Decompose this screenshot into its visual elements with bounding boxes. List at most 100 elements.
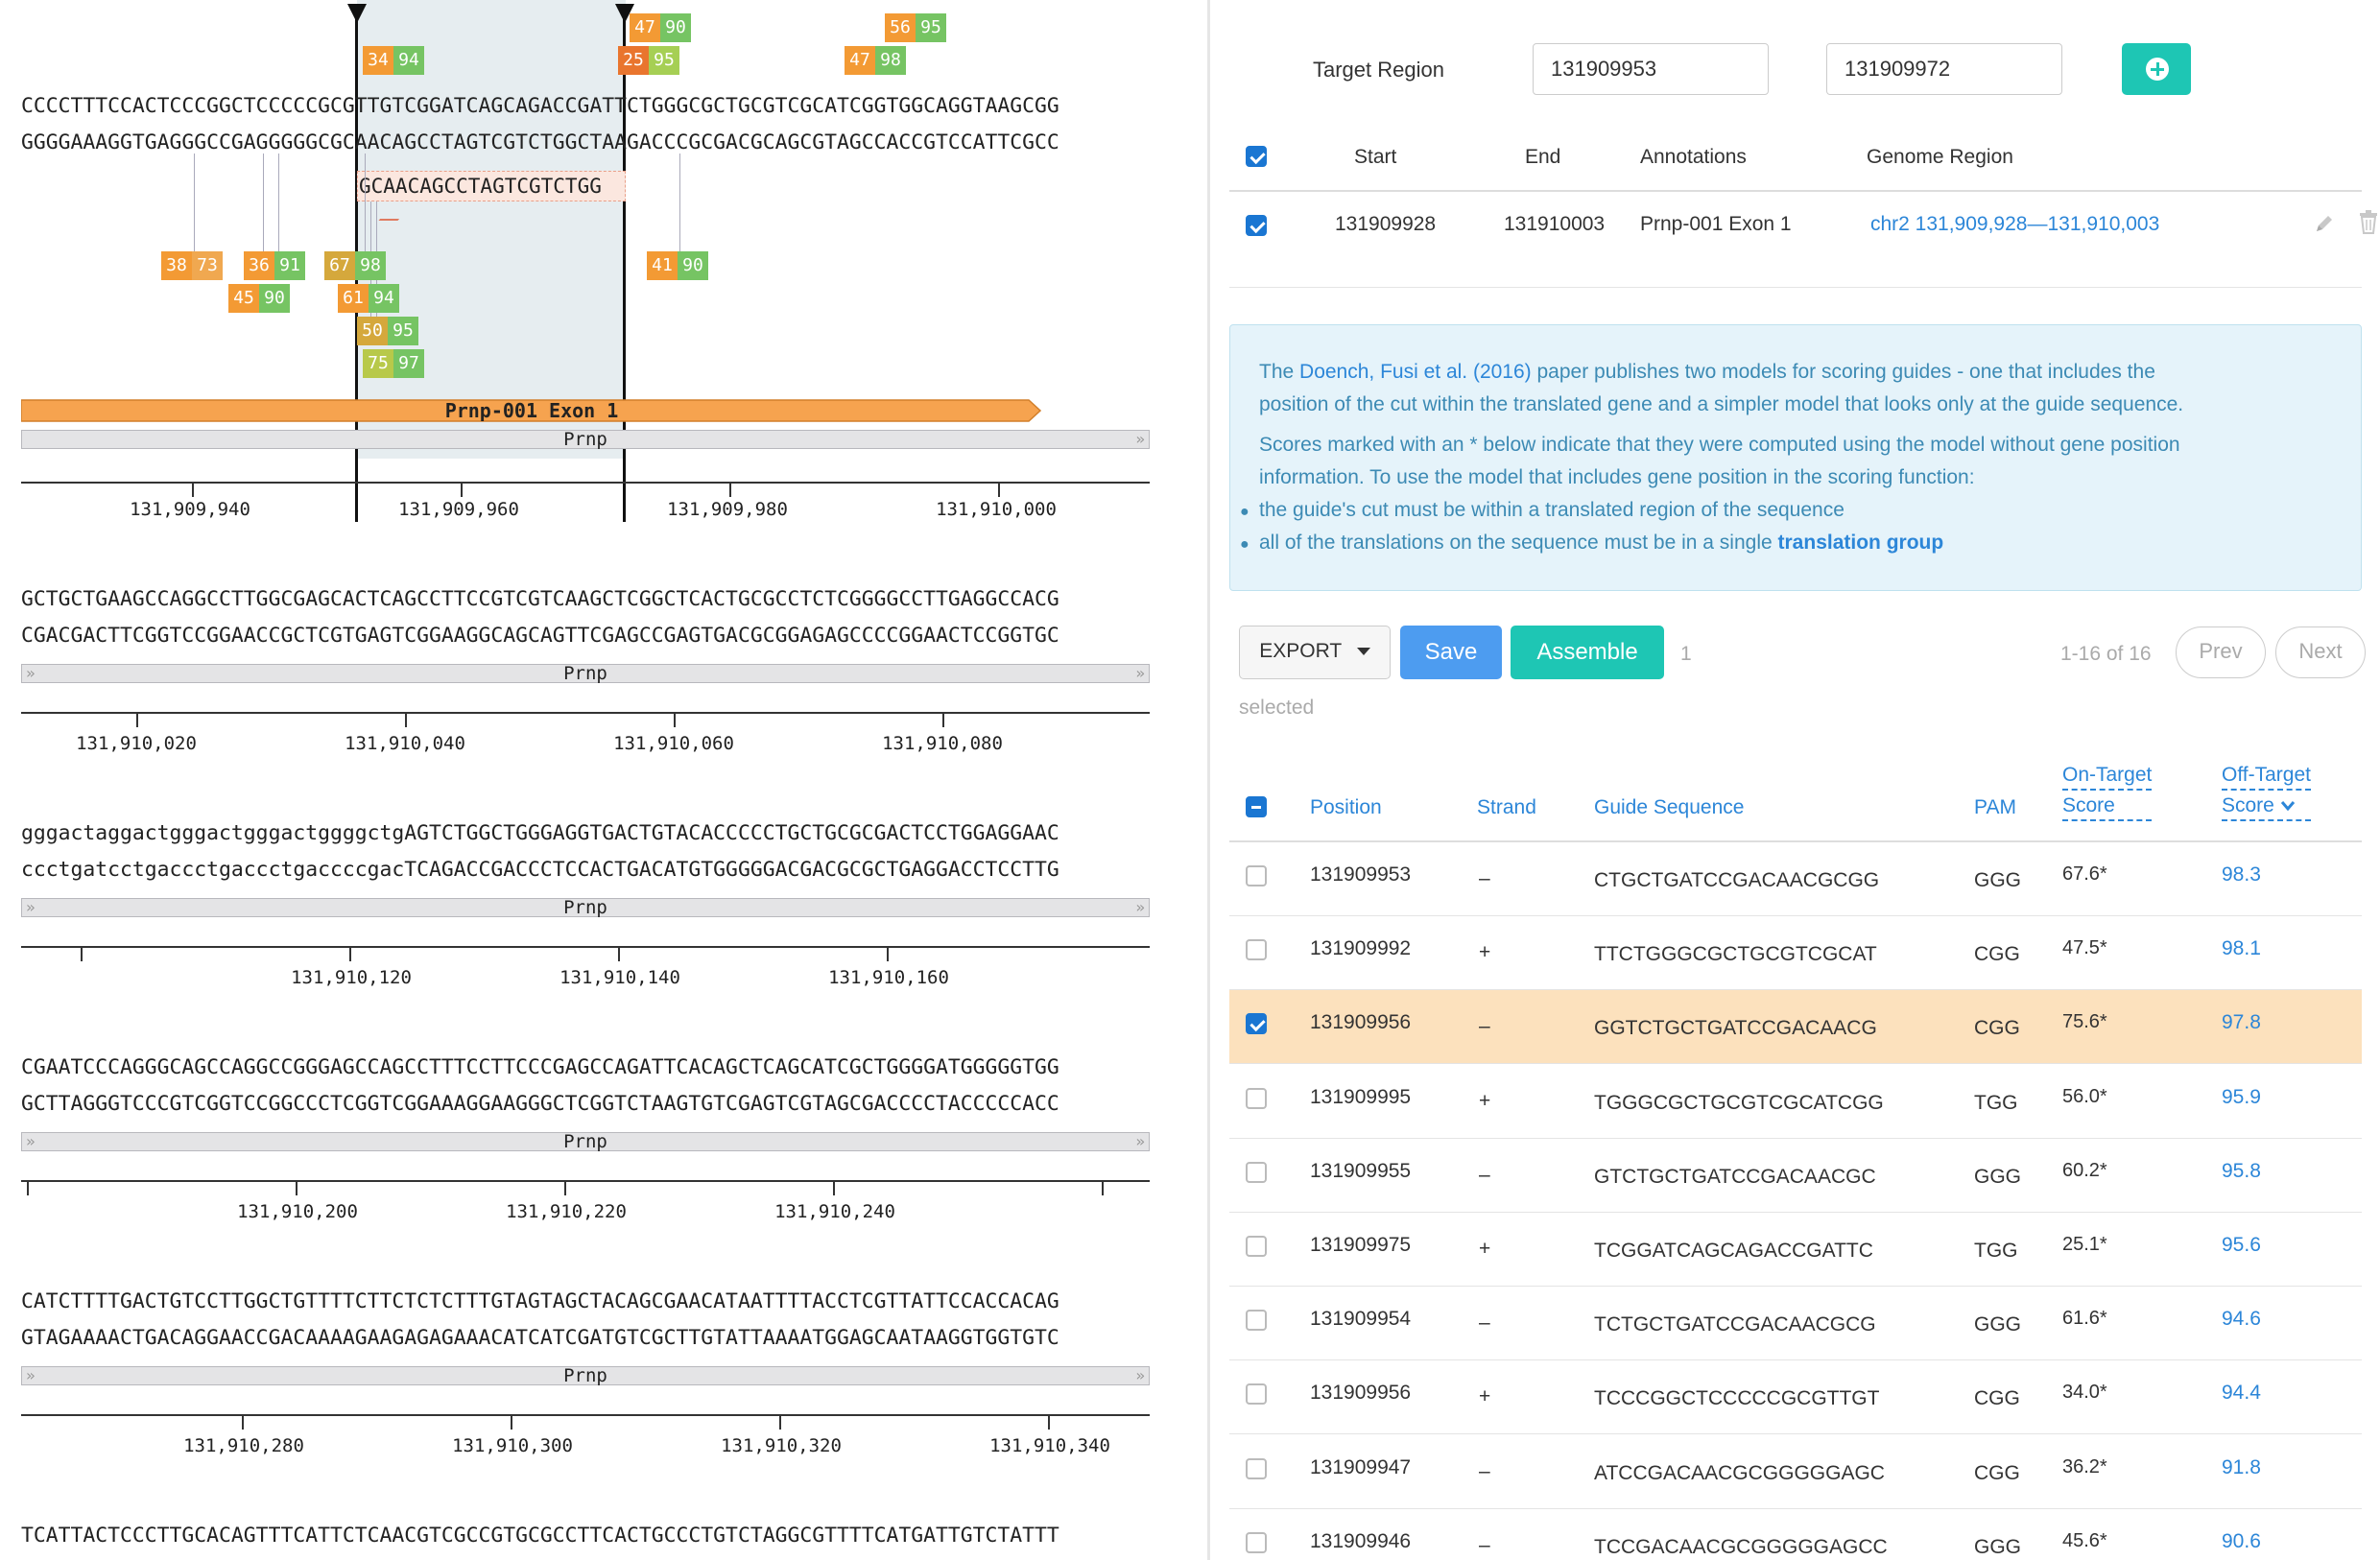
col-header-pam[interactable]: PAM [1974, 796, 2016, 818]
ruler-tick [511, 1416, 512, 1430]
guide-row-checkbox[interactable] [1246, 1087, 1267, 1109]
off-target-score-link[interactable]: 95.8 [2222, 1159, 2261, 1182]
guide-score-chip[interactable]: 75 97 [363, 349, 424, 378]
guide-row[interactable]: 131909956 – GGTCTGCTGATCCGACAACG CGG 75.6* 97… [1229, 990, 2362, 1065]
ruler-tick [27, 1182, 29, 1195]
top-strand-sequence[interactable]: CGAATCCCAGGGCAGCCAGGCCGGGAGCCAGCCTTTCCTT… [21, 1055, 1059, 1079]
col-header-on-target-score[interactable]: On-Target Score [2062, 764, 2153, 821]
chevron-right-icon: » [26, 664, 36, 682]
add-region-button[interactable] [2122, 43, 2191, 95]
on-target-score: 56.0* [2062, 1085, 2107, 1107]
top-strand-sequence[interactable]: gggactaggactgggactgggactggggctgAGTCTGGCT… [21, 821, 1059, 845]
guide-score-chip[interactable]: 45 90 [228, 284, 290, 313]
gene-feature-prnp[interactable]: » » Prnp [21, 1132, 1150, 1151]
off-target-score-link[interactable]: 95.9 [2222, 1085, 2261, 1108]
trash-icon[interactable] [2358, 209, 2379, 234]
guide-row[interactable]: 131909975 + TCGGATCAGCAGACCGATTC TGG 25.1* 95… [1229, 1213, 2362, 1287]
off-target-score-link[interactable]: 98.1 [2222, 937, 2261, 960]
off-target-score-link[interactable]: 95.6 [2222, 1234, 2261, 1256]
bottom-strand-sequence[interactable]: GTAGAAAACTGACAGGAACCGACAAAAGAAGAGAGAAACA… [21, 1326, 1059, 1350]
guide-row-checkbox[interactable] [1246, 865, 1267, 886]
col-header-guide-sequence[interactable]: Guide Sequence [1594, 796, 1745, 818]
guide-row-checkbox[interactable] [1246, 1457, 1267, 1479]
select-all-regions-checkbox[interactable] [1246, 146, 1267, 167]
translation-group-link[interactable]: translation group [1777, 532, 1944, 554]
off-target-label-text: Score [2222, 794, 2274, 816]
bottom-strand-sequence[interactable]: ccctgatcctgaccctgaccctgaccccgacTCAGACCGA… [21, 858, 1059, 882]
off-target-score-link[interactable]: 94.4 [2222, 1382, 2261, 1405]
guide-row-checkbox[interactable] [1246, 1161, 1267, 1183]
guide-row[interactable]: 131909955 – GTCTGCTGATCCGACAACGC GGG 60.2* 95… [1229, 1139, 2362, 1213]
gene-feature-prnp[interactable]: » Prnp [21, 430, 1150, 449]
bottom-strand-sequence[interactable]: GCTTAGGGTCCCGTCGGTCCGGCCCTCGGTCGGAAAGGAA… [21, 1092, 1059, 1116]
guide-row-checkbox[interactable] [1246, 1310, 1267, 1332]
top-strand-sequence[interactable]: CCCCTTTCCACTCCCGGCTCCCCCGCGTTGTCGGATCAGC… [21, 94, 1059, 118]
exon-feature[interactable]: Prnp-001 Exon 1 [21, 399, 1042, 422]
off-target-score-link[interactable]: 94.6 [2222, 1308, 2261, 1331]
guide-score-chip[interactable]: 56 95 [885, 13, 946, 42]
sequence-map-panel[interactable]: 47 90 56 95 34 94 25 95 47 98 CCCCTTTCCACTCCC… [0, 0, 1207, 1560]
target-region-highlight[interactable] [357, 0, 626, 459]
guide-score-chip[interactable]: 50 95 [357, 317, 418, 345]
guide-row[interactable]: 131909992 + TTCTGGGCGCTGCGTCGCAT CGG 47.5* 98… [1229, 916, 2362, 991]
guide-score-chip[interactable]: 67 98 [324, 251, 386, 280]
guide-score-chip[interactable]: 34 94 [363, 46, 424, 75]
guide-score-chip[interactable]: 47 90 [630, 13, 691, 42]
select-all-guides-checkbox[interactable] [1246, 796, 1267, 817]
guide-row[interactable]: 131909946 – TCCGACAACGCGGGGGAGCC GGG 45.6* 90… [1229, 1509, 2362, 1560]
guide-score-chip[interactable]: 61 94 [338, 284, 399, 313]
ruler-label: 131,909,960 [398, 499, 519, 520]
top-strand-sequence[interactable]: GCTGCTGAAGCCAGGCCTTGGCGAGCACTCAGCCTTCCGT… [21, 587, 1059, 611]
paper-link[interactable]: Doench, Fusi et al. (2016) [1299, 361, 1532, 383]
target-end-input[interactable]: 131909972 [1826, 43, 2062, 95]
selected-guide-annotation[interactable]: GCAACAGCCTAGTCGTCTGG [357, 171, 626, 201]
guide-score-chip[interactable]: 36 91 [244, 251, 305, 280]
guide-row-checkbox[interactable] [1246, 1531, 1267, 1553]
bottom-strand-sequence[interactable]: CGACGACTTCGGTCCGGAACCGCTCGTGAGTCGGAAGGCA… [21, 624, 1059, 648]
guide-row-checkbox[interactable] [1246, 1383, 1267, 1406]
save-button[interactable]: Save [1400, 626, 1502, 679]
region-row[interactable]: 131909928 131910003 Prnp-001 Exon 1 chr2… [1229, 192, 2377, 288]
target-start-input[interactable]: 131909953 [1533, 43, 1769, 95]
guide-row[interactable]: 131909953 – CTGCTGATCCGACAACGCGG GGG 67.6* 98… [1229, 842, 2362, 916]
guide-score-chip[interactable]: 41 90 [647, 251, 708, 280]
guide-row-checkbox[interactable] [1246, 1236, 1267, 1257]
col-header-position[interactable]: Position [1310, 796, 1382, 818]
off-target-score-link[interactable]: 97.8 [2222, 1011, 2261, 1034]
assemble-button[interactable]: Assemble [1511, 626, 1664, 679]
genome-region-link[interactable]: chr2 131,909,928—131,910,003 [1870, 213, 2160, 235]
top-strand-sequence[interactable]: CATCTTTTGACTGTCCTTGGCTGTTTTCTTCTCTCTTTGT… [21, 1289, 1059, 1313]
bottom-strand-sequence[interactable]: GGGGAAAGGTGAGGGCCGAGGGGGCGCAACAGCCTAGTCG… [21, 130, 1059, 154]
guide-score-chip[interactable]: 47 98 [845, 46, 906, 75]
off-target-score-link[interactable]: 98.3 [2222, 863, 2261, 886]
guide-row[interactable]: 131909947 – ATCCGACAACGCGGGGGAGC CGG 36.2* 91… [1229, 1435, 2362, 1509]
col-header-off-target-score[interactable]: Off-Target Score [2222, 764, 2311, 821]
next-page-button[interactable]: Next [2275, 626, 2366, 678]
export-dropdown[interactable]: EXPORT [1239, 626, 1391, 679]
guide-row[interactable]: 131909956 + TCCCGGCTCCCCCGCGTTGT CGG 34.0* 94… [1229, 1360, 2362, 1435]
gene-feature-prnp[interactable]: » » Prnp [21, 1366, 1150, 1385]
guide-score-chip[interactable]: 25 95 [618, 46, 679, 75]
guide-score-chip[interactable]: 38 73 [161, 251, 223, 280]
off-target-score-link[interactable]: 91.8 [2222, 1455, 2261, 1478]
guide-row-checkbox[interactable] [1246, 1013, 1267, 1035]
panel-divider[interactable] [1207, 0, 1210, 1560]
guide-pam: CGG [1974, 1387, 2020, 1410]
chevron-right-icon: » [1135, 430, 1145, 448]
guide-row[interactable]: 131909954 – TCTGCTGATCCGACAACGCG GGG 61.6* 94… [1229, 1287, 2362, 1361]
edit-pencil-icon[interactable] [2314, 213, 2335, 234]
guide-row[interactable]: 131909995 + TGGGCGCTGCGTCGCATCGG TGG 56.0* 95… [1229, 1065, 2362, 1139]
gene-feature-prnp[interactable]: » » Prnp [21, 898, 1150, 917]
top-strand-sequence[interactable]: TCATTACTCCCTTGCACAGTTTCATTCTCAACGTCGCCGT… [21, 1524, 1059, 1548]
off-target-score-link[interactable]: 90.6 [2222, 1529, 2261, 1552]
guide-sequence: TTCTGGGCGCTGCGTCGCAT [1594, 943, 1877, 966]
gene-label: Prnp [563, 663, 607, 684]
prev-page-button[interactable]: Prev [2176, 626, 2266, 678]
region-end-marker[interactable] [623, 10, 626, 522]
region-row-checkbox[interactable] [1246, 215, 1267, 236]
region-start-marker-arrow[interactable] [347, 4, 367, 23]
col-header-strand[interactable]: Strand [1477, 796, 1536, 818]
gene-feature-prnp[interactable]: » » Prnp [21, 664, 1150, 683]
on-target-score: 75 [363, 349, 393, 378]
guide-row-checkbox[interactable] [1246, 939, 1267, 961]
